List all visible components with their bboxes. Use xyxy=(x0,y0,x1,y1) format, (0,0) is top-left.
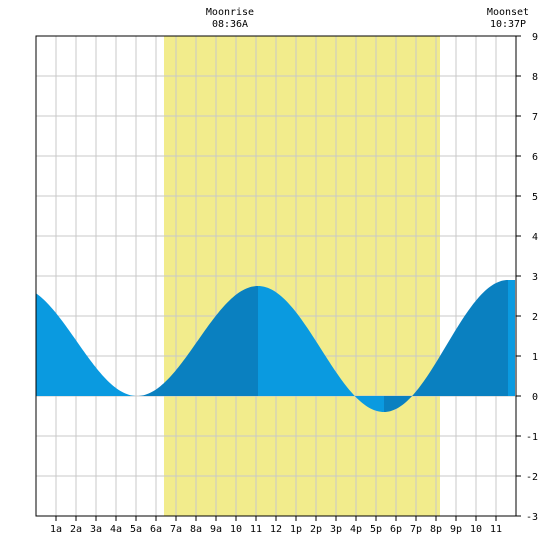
moonset-label: Moonset xyxy=(487,7,529,18)
y-tick-label: 4 xyxy=(532,232,538,243)
x-tick-label: 9p xyxy=(450,524,462,535)
y-tick-label: 5 xyxy=(532,192,538,203)
x-tick-label: 5a xyxy=(130,524,142,535)
x-tick-label: 3p xyxy=(330,524,342,535)
y-tick-label: 2 xyxy=(532,312,538,323)
x-tick-label: 2p xyxy=(310,524,322,535)
x-tick-label: 4a xyxy=(110,524,122,535)
x-tick-label: 1p xyxy=(290,524,302,535)
x-tick-label: 8p xyxy=(430,524,442,535)
tide-area-rising xyxy=(137,286,258,396)
x-tick-label: 11 xyxy=(250,524,262,535)
x-tick-label: 6a xyxy=(150,524,162,535)
x-tick-label: 11 xyxy=(490,524,502,535)
y-tick-label: 8 xyxy=(532,72,538,83)
moonset-time: 10:37P xyxy=(490,19,526,30)
x-tick-label: 5p xyxy=(370,524,382,535)
y-tick-label: 9 xyxy=(532,32,538,43)
tide-area-falling xyxy=(36,293,137,396)
tide-area-rising xyxy=(384,280,508,412)
x-tick-label: 4p xyxy=(350,524,362,535)
y-tick-label: 7 xyxy=(532,112,538,123)
x-tick-label: 10 xyxy=(230,524,242,535)
x-tick-label: 3a xyxy=(90,524,102,535)
moonrise-label: Moonrise xyxy=(206,7,254,18)
x-tick-label: 10 xyxy=(470,524,482,535)
x-tick-label: 9a xyxy=(210,524,222,535)
x-tick-label: 1a xyxy=(50,524,62,535)
x-tick-label: 12 xyxy=(270,524,282,535)
x-tick-label: 6p xyxy=(390,524,402,535)
y-tick-label: -3 xyxy=(526,512,538,523)
tide-area-falling xyxy=(258,286,384,412)
tide-area-falling xyxy=(508,280,515,396)
y-tick-label: 3 xyxy=(532,272,538,283)
x-tick-label: 8a xyxy=(190,524,202,535)
x-tick-label: 2a xyxy=(70,524,82,535)
y-tick-label: -1 xyxy=(526,432,538,443)
y-tick-label: 6 xyxy=(532,152,538,163)
y-tick-label: 1 xyxy=(532,352,538,363)
x-tick-label: 7a xyxy=(170,524,182,535)
moonrise-time: 08:36A xyxy=(212,19,248,30)
y-tick-label: 0 xyxy=(532,392,538,403)
x-tick-label: 7p xyxy=(410,524,422,535)
y-tick-label: -2 xyxy=(526,472,538,483)
